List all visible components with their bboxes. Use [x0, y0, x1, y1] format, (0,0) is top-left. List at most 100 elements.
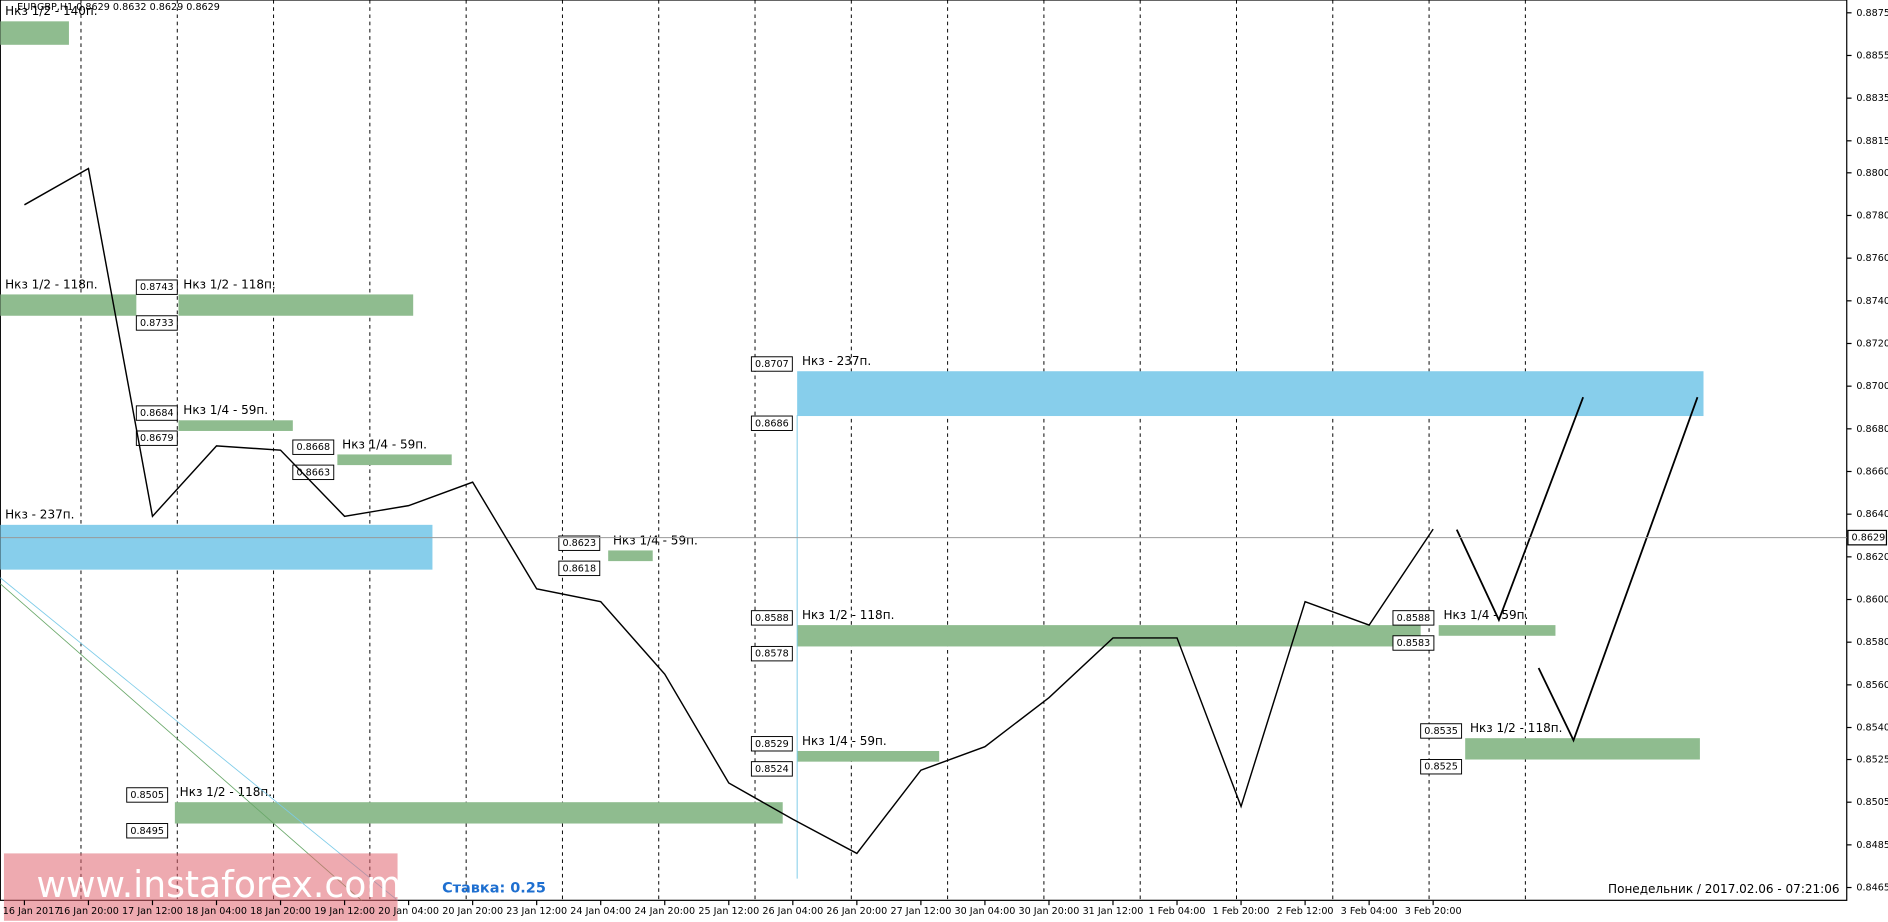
zone [797, 625, 1421, 647]
x-tick-label: 25 Jan 12:00 [698, 906, 759, 917]
y-tick-label: 0.8740 [1856, 296, 1888, 307]
y-tick-label: 0.8760 [1856, 253, 1888, 264]
price-box [135, 315, 178, 331]
y-tick-label: 0.8525 [1856, 755, 1888, 766]
zone [608, 550, 653, 562]
zone-label: Нкз 1/2 - 118п. [1470, 721, 1562, 735]
price-line [24, 167, 1434, 855]
price-label: 0.8529 [755, 739, 789, 750]
y-tick-label: 0.8640 [1856, 509, 1888, 520]
price-box [750, 356, 793, 372]
foreground-layer: 0.8743 0.8733 0.8684 0.8679 0.8668 0.8663 0.86… [0, 167, 1888, 901]
y-tick-label: 0.8815 [1856, 136, 1888, 147]
price-label: 0.8588 [755, 613, 789, 624]
price-label: 0.8578 [755, 649, 789, 660]
price-box [1420, 759, 1463, 775]
current-price-box [1847, 529, 1888, 546]
x-tick-label: 3 Feb 20:00 [1405, 906, 1462, 917]
zone [0, 21, 69, 45]
y-tick-label: 0.8540 [1856, 723, 1888, 734]
price-label: 0.8679 [140, 433, 174, 444]
x-tick-label: 24 Jan 04:00 [570, 906, 631, 917]
y-tick-label: 0.8485 [1856, 840, 1888, 851]
zone [178, 420, 293, 431]
y-tick-label: 0.8560 [1856, 680, 1888, 691]
price-box [126, 823, 169, 839]
price-box [135, 430, 178, 446]
price-label: 0.8618 [562, 563, 596, 574]
zone-label: Нкз 1/2 - 118п. [183, 277, 275, 291]
price-box [135, 279, 178, 295]
price-box [292, 439, 335, 455]
y-tick-label: 0.8505 [1856, 797, 1888, 808]
price-label: 0.8733 [140, 318, 174, 329]
x-tick-label: 18 Jan 04:00 [186, 906, 247, 917]
price-label: 0.8684 [140, 408, 174, 419]
x-tick-label: 20 Jan 04:00 [378, 906, 439, 917]
y-tick-label: 0.8780 [1856, 210, 1888, 221]
x-tick-label: 1 Feb 04:00 [1149, 906, 1206, 917]
zone [0, 294, 137, 316]
zone-label: Нкз 1/2 - 118п. [180, 785, 272, 799]
y-tick-label: 0.8875 [1856, 8, 1888, 19]
y-tick-label: 0.8580 [1856, 637, 1888, 648]
x-tick-label: 2 Feb 12:00 [1277, 906, 1334, 917]
price-box [750, 736, 793, 752]
price-label: 0.8686 [755, 418, 789, 429]
zone-label: Нкз 1/4 - 59п. [342, 437, 427, 451]
x-tick-label: 17 Jan 12:00 [122, 906, 183, 917]
price-label: 0.8588 [1397, 613, 1431, 624]
zone [1465, 738, 1700, 760]
x-tick-label: 20 Jan 20:00 [442, 906, 503, 917]
zone [797, 371, 1704, 417]
price-box [135, 405, 178, 421]
price-label: 0.8663 [296, 467, 330, 478]
zone [1438, 625, 1556, 636]
zone-label: Нкз - 237п. [802, 354, 871, 368]
y-tick-label: 0.8680 [1856, 424, 1888, 435]
price-label: 0.8583 [1397, 638, 1431, 649]
zone-label: Нкз - 237п. [5, 508, 74, 522]
price-box [1392, 610, 1435, 626]
x-tick-label: 16 Jan 20:00 [58, 906, 119, 917]
zone [0, 524, 433, 570]
y-tick-label: 0.8855 [1856, 50, 1888, 61]
price-label: 0.8707 [755, 359, 789, 370]
price-box [558, 535, 601, 551]
datetime: Понедельник / 2017.02.06 - 07:21:06 [1608, 882, 1839, 896]
watermark: www.instaforex.com [36, 863, 401, 906]
y-tick-label: 0.8720 [1856, 338, 1888, 349]
trend-line [0, 577, 398, 901]
price-box [126, 787, 169, 803]
x-tick-label: 3 Feb 04:00 [1341, 906, 1398, 917]
y-tick-label: 0.8835 [1856, 93, 1888, 104]
x-tick-label: 18 Jan 20:00 [250, 906, 311, 917]
zone [337, 454, 452, 466]
watermark-box [3, 853, 398, 921]
x-tick-label: 19 Jan 12:00 [314, 906, 375, 917]
current-price-label: 0.8629 [1852, 533, 1886, 544]
x-tick-label: 27 Jan 12:00 [890, 906, 951, 917]
price-box [558, 560, 601, 577]
price-label: 0.8535 [1424, 726, 1458, 737]
forecast-arrow [1537, 396, 1699, 743]
zone-label: Нкз 1/4 - 59п. [613, 533, 698, 547]
y-tick-label: 0.8465 [1856, 883, 1888, 894]
rate: Ставка: 0.25 [442, 880, 546, 896]
price-box [750, 761, 793, 777]
price-label: 0.8524 [755, 764, 789, 775]
price-box [750, 645, 793, 662]
x-tick-label: 30 Jan 20:00 [1019, 906, 1080, 917]
price-box [1392, 635, 1435, 651]
price-label: 0.8623 [562, 538, 596, 549]
price-box [750, 610, 793, 626]
zone-label: Нкз 1/2 - 118п. [802, 608, 894, 622]
zones-layer: Нкз 1/2 - 118п. Нкз 1/4 - 59п. Нкз 1/4 - 5… [0, 4, 1704, 824]
x-tick-label: 26 Jan 20:00 [826, 906, 887, 917]
zone-label: Нкз 1/2 - 140п. [5, 4, 97, 18]
zone-label: Нкз 1/4 - 59п. [802, 734, 887, 748]
y-tick-label: 0.8600 [1856, 595, 1888, 606]
zone-label: Нкз 1/2 - 118п. [5, 277, 97, 291]
chart-title: EURGBP,H1 0.8629 0.8632 0.8629 0.8629 [17, 2, 220, 13]
